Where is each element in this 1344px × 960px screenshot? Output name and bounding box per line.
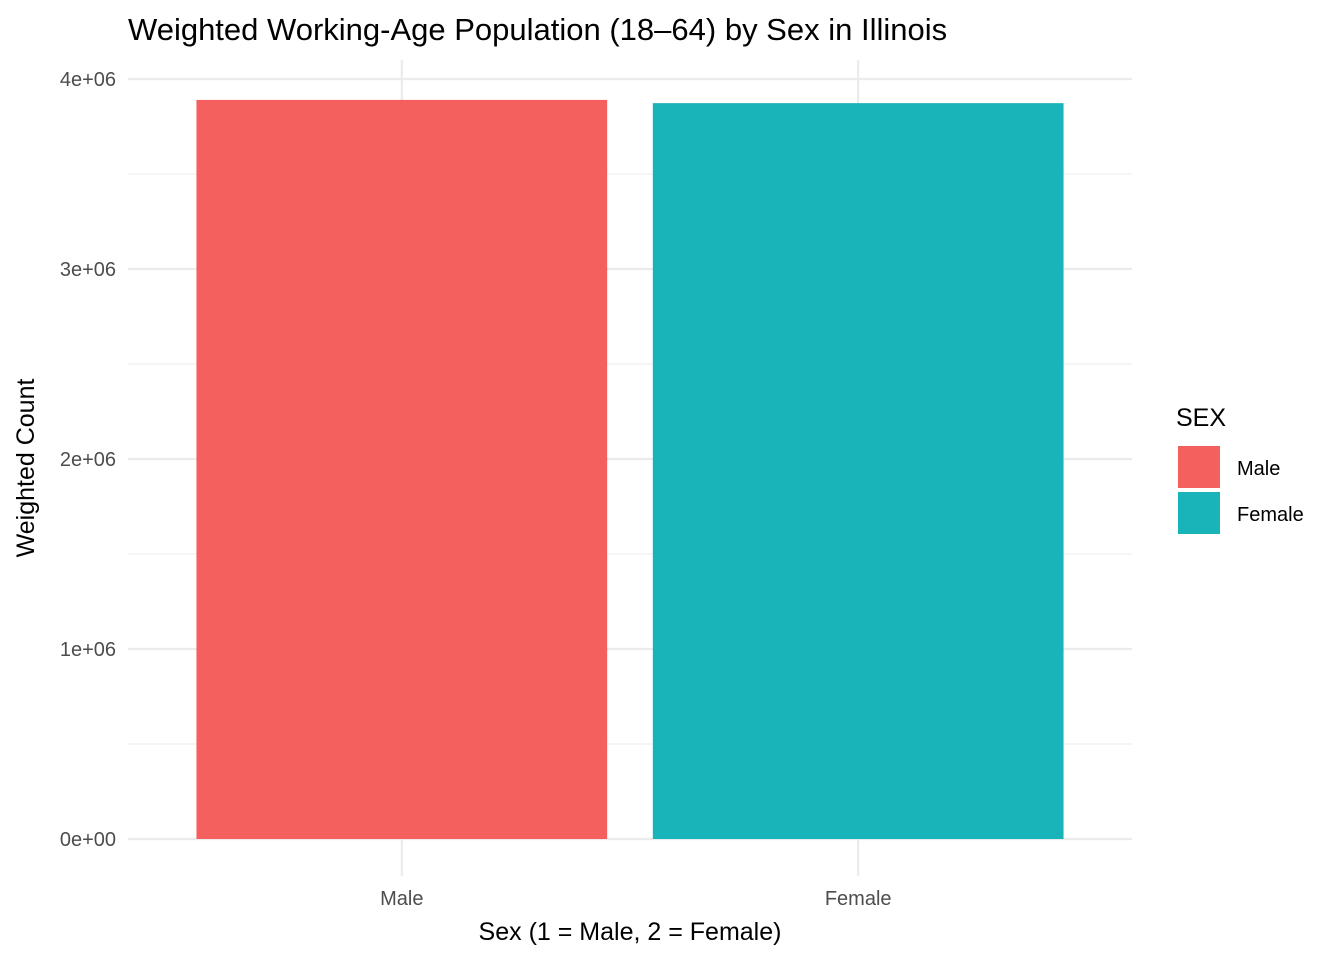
x-axis-title: Sex (1 = Male, 2 = Female) — [479, 918, 782, 946]
legend-label-male: Male — [1237, 458, 1280, 480]
y-tick-label: 2e+06 — [60, 449, 116, 471]
y-tick-label: 4e+06 — [60, 69, 116, 91]
bars — [196, 99, 1064, 839]
x-tick-label: Male — [380, 888, 423, 910]
legend-title: SEX — [1176, 404, 1226, 432]
bar-female — [652, 103, 1064, 839]
legend-label-female: Female — [1237, 504, 1304, 526]
y-tick-label: 0e+00 — [60, 829, 116, 851]
y-tick-label: 3e+06 — [60, 259, 116, 281]
chart-title: Weighted Working-Age Population (18–64) … — [128, 12, 947, 47]
legend: SEX Male Female — [1176, 404, 1304, 534]
bar-male — [196, 99, 608, 839]
legend-swatch-female — [1178, 492, 1220, 534]
y-axis-title: Weighted Count — [12, 379, 40, 558]
x-tick-label: Female — [825, 888, 892, 910]
x-axis-ticks: Male Female — [380, 888, 891, 910]
y-axis-ticks: 0e+00 1e+06 2e+06 3e+06 4e+06 — [60, 69, 116, 851]
legend-swatch-male — [1178, 446, 1220, 488]
y-tick-label: 1e+06 — [60, 639, 116, 661]
